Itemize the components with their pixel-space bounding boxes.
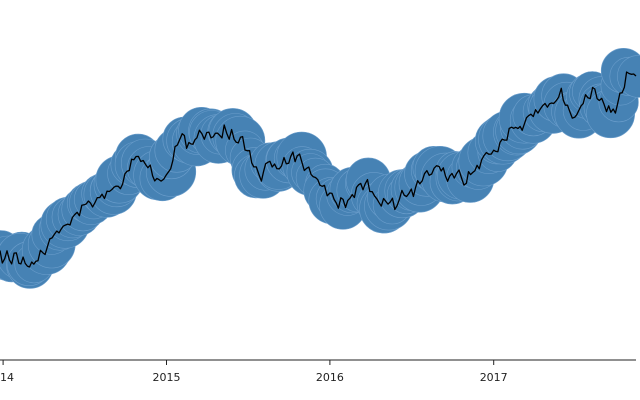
x-tick-label: 2016 — [316, 371, 344, 384]
x-tick-label: 14 — [0, 371, 14, 384]
x-tick-label: 2015 — [153, 371, 181, 384]
series-line — [0, 71, 637, 268]
band-layer — [0, 48, 640, 289]
band-circle — [617, 55, 640, 98]
x-tick-layer: 14 2015 2016 2017 — [0, 360, 508, 384]
line-layer — [0, 71, 637, 268]
x-tick-label: 2017 — [480, 371, 508, 384]
